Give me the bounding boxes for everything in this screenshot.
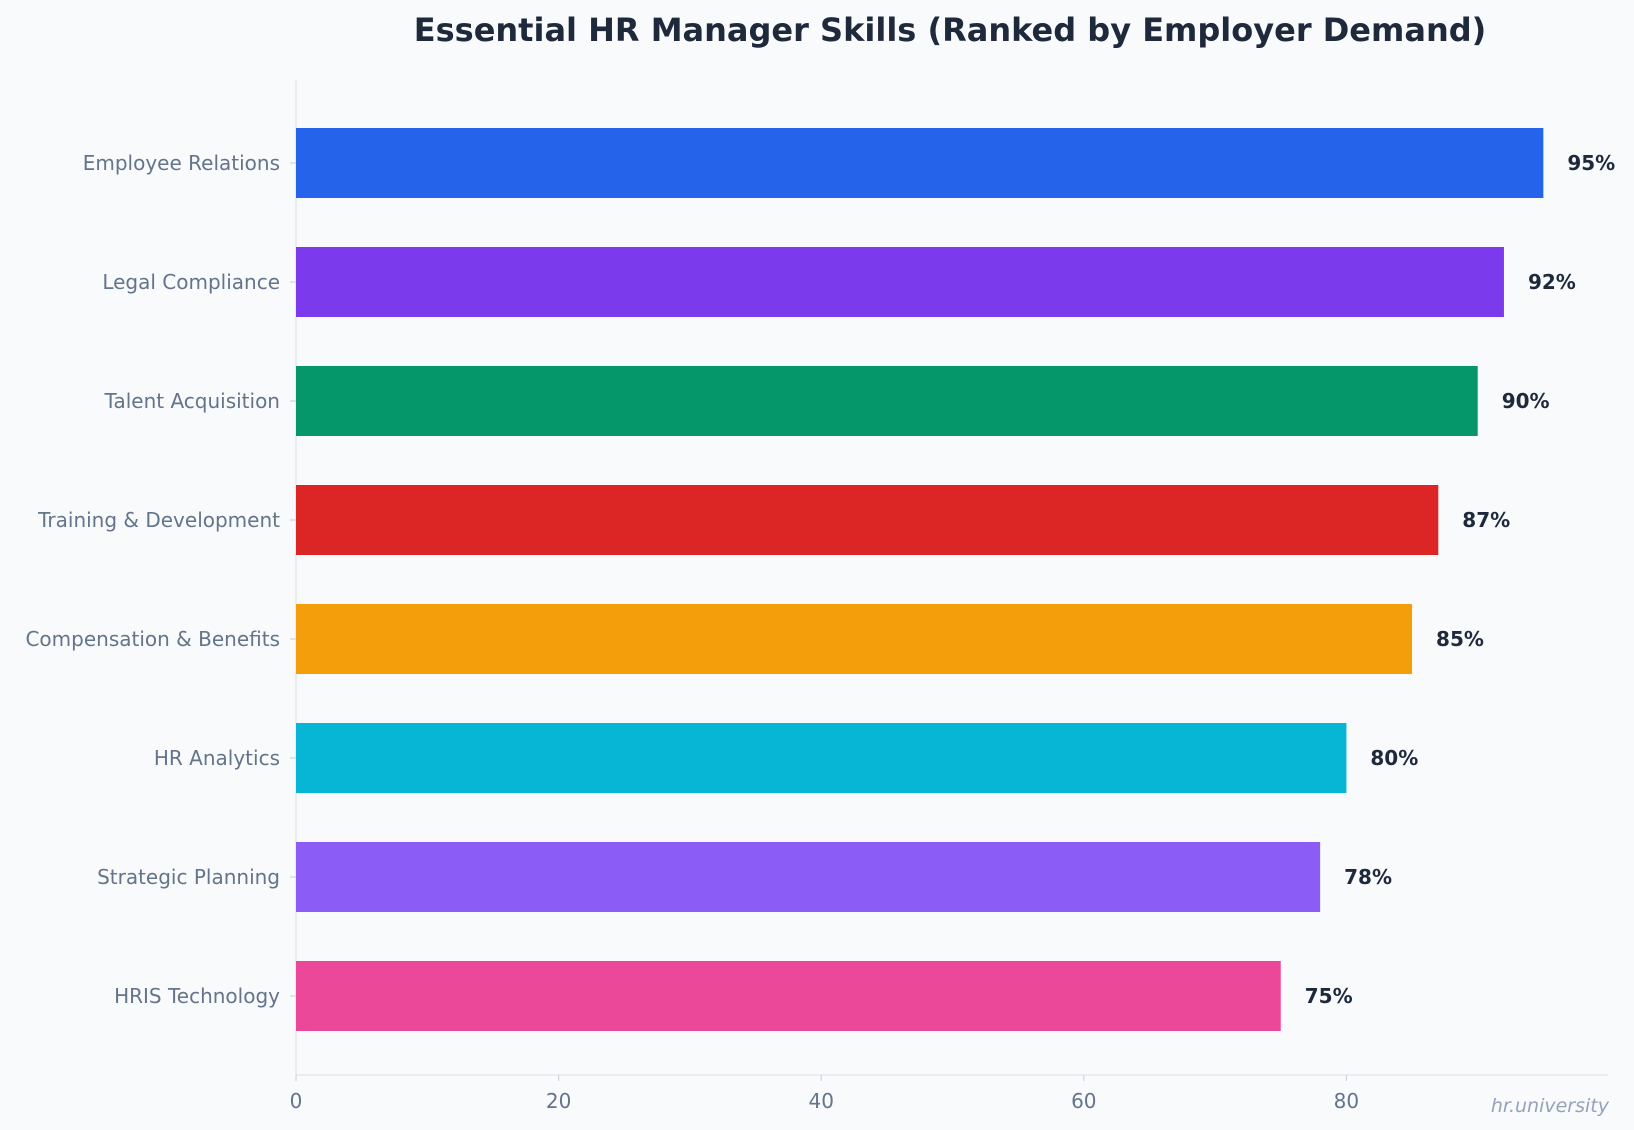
bar <box>296 128 1544 198</box>
x-tick-label: 20 <box>546 1089 571 1113</box>
value-label: 75% <box>1305 984 1353 1008</box>
bar <box>296 247 1504 317</box>
category-label: Talent Acquisition <box>104 389 280 413</box>
watermark: hr.university <box>1491 1095 1610 1117</box>
bar <box>296 604 1413 674</box>
category-label: Training & Development <box>37 508 280 532</box>
x-tick-label: 40 <box>808 1089 833 1113</box>
value-label: 85% <box>1436 627 1484 651</box>
plot-area: 0 20 40 60 80 Employee Relations 95% Legal Comp… <box>25 80 1615 1113</box>
chart-title: Essential HR Manager Skills (Ranked by E… <box>414 11 1487 49</box>
x-tick-label: 80 <box>1334 1089 1359 1113</box>
x-tick-label: 60 <box>1071 1089 1096 1113</box>
x-tick-label: 0 <box>290 1089 303 1113</box>
value-label: 87% <box>1462 508 1510 532</box>
category-label: Legal Compliance <box>102 270 280 294</box>
category-label: HR Analytics <box>154 746 280 770</box>
value-label: 95% <box>1567 151 1615 175</box>
category-label: Compensation & Benefits <box>25 627 280 651</box>
value-label: 80% <box>1370 746 1418 770</box>
category-label: Employee Relations <box>83 151 280 175</box>
bar <box>296 842 1321 912</box>
value-label: 92% <box>1528 270 1576 294</box>
category-label: Strategic Planning <box>97 865 280 889</box>
bar <box>296 366 1478 436</box>
value-label: 78% <box>1344 865 1392 889</box>
value-label: 90% <box>1502 389 1550 413</box>
category-label: HRIS Technology <box>114 984 280 1008</box>
bar <box>296 723 1347 793</box>
bar <box>296 961 1281 1031</box>
bar <box>296 485 1439 555</box>
